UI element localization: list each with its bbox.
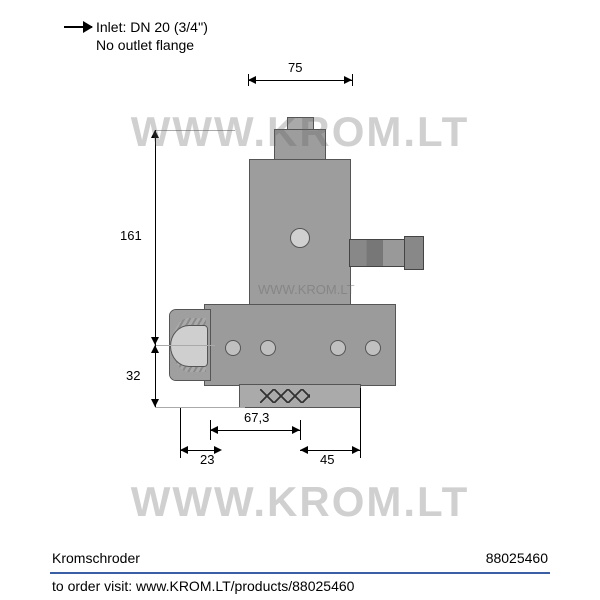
dim-45-line: [300, 450, 360, 451]
watermark-large-bottom: WWW.KROM.LT: [0, 478, 600, 526]
dim-673-tick: [300, 420, 301, 440]
ext-line: [155, 345, 215, 346]
dim-32-line: [155, 345, 156, 407]
footer-visit-prefix: to order visit:: [52, 578, 136, 594]
valve-bolt-icon: [365, 340, 381, 356]
valve-bolt-icon: [225, 340, 241, 356]
actuator-top: [275, 130, 325, 160]
dim-32-value: 32: [126, 368, 140, 383]
ext-line: [155, 130, 235, 131]
dim-161-arrow-up-icon: [151, 130, 159, 138]
inlet-label: Inlet: DN 20 (3/4''): [96, 18, 208, 36]
dim-45-tick: [360, 388, 361, 458]
dim-32-arrow-up-icon: [151, 345, 159, 353]
footer-visit-url: www.KROM.LT/products/88025460: [136, 578, 354, 594]
header-inlet-block: Inlet: DN 20 (3/4'') No outlet flange: [96, 18, 208, 54]
cable-gland: [350, 240, 405, 266]
ext-line: [155, 407, 245, 408]
dim-top-arrow-left-icon: [248, 76, 256, 84]
dim-top-arrow-right-icon: [344, 76, 352, 84]
actuator-indicator-icon: [290, 228, 310, 248]
dim-top-tick-right: [352, 74, 353, 86]
drawing-canvas: Inlet: DN 20 (3/4'') No outlet flange 75…: [0, 0, 600, 600]
cable-gland-nut: [405, 237, 423, 269]
dim-161-value: 161: [120, 228, 142, 243]
footer-part-number: 88025460: [486, 550, 548, 566]
valve-bolt-icon: [260, 340, 276, 356]
valve-bolt-icon: [330, 340, 346, 356]
dim-673-arrow-right-icon: [292, 426, 300, 434]
dim-45-arrow-right-icon: [352, 446, 360, 454]
footer-visit: to order visit: www.KROM.LT/products/880…: [52, 578, 354, 594]
dim-top-value: 75: [288, 60, 302, 75]
valve-inlet-bore: [170, 325, 208, 367]
flow-direction-icon: [260, 389, 310, 403]
inlet-arrow-icon: [64, 26, 92, 28]
dim-45-arrow-left-icon: [300, 446, 308, 454]
dim-23-arrow-left-icon: [180, 446, 188, 454]
dim-23-value: 23: [200, 452, 214, 467]
actuator-cap: [288, 118, 313, 130]
dim-23-arrow-right-icon: [214, 446, 222, 454]
footer-brand: Kromschroder: [52, 550, 140, 566]
dim-673-line: [210, 430, 300, 431]
dim-top-line: [248, 80, 352, 81]
dim-32-arrow-down-icon: [151, 399, 159, 407]
dim-45-value: 45: [320, 452, 334, 467]
outlet-label: No outlet flange: [96, 36, 208, 54]
dim-673-arrow-left-icon: [210, 426, 218, 434]
footer-underline: [50, 572, 550, 574]
dim-161-arrow-down-icon: [151, 337, 159, 345]
dim-673-value: 67,3: [244, 410, 269, 425]
dim-161-line: [155, 130, 156, 345]
